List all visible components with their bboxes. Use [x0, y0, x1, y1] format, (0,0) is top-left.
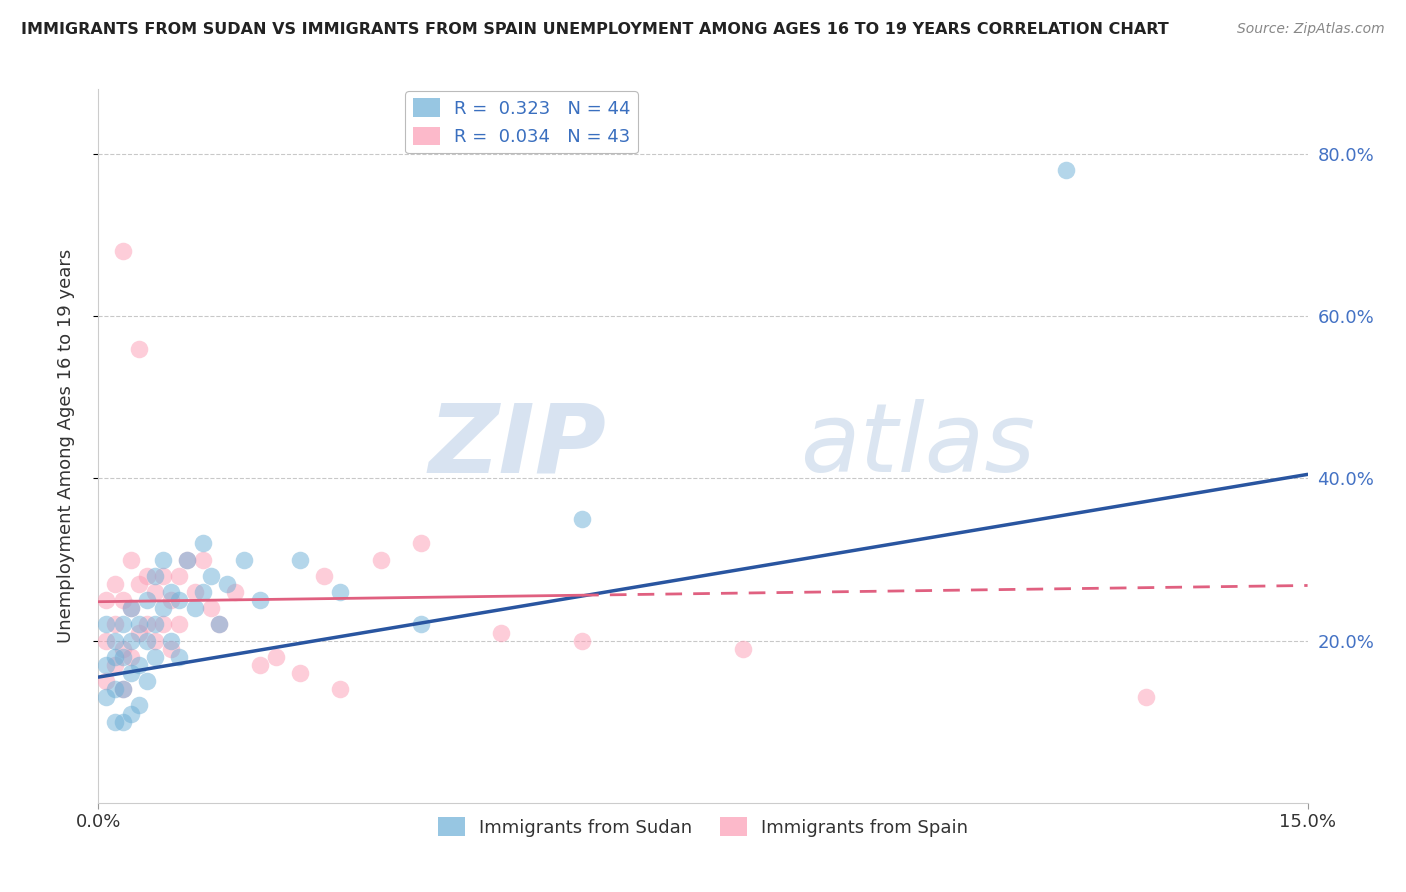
Point [208, 617, 231, 632]
Point [135, 633, 157, 648]
Point [232, 552, 254, 566]
Point [143, 585, 166, 599]
Point [152, 601, 174, 615]
Point [152, 552, 174, 566]
Point [160, 633, 183, 648]
Point [111, 682, 134, 697]
Point [1135, 690, 1157, 705]
Point [111, 244, 134, 259]
Point [96, 633, 118, 648]
Point [143, 633, 166, 648]
Point [193, 552, 215, 566]
Point [135, 674, 157, 689]
Point [103, 714, 125, 729]
Point [249, 593, 271, 607]
Point [329, 682, 352, 697]
Point [128, 657, 150, 672]
Point [103, 682, 125, 697]
Text: IMMIGRANTS FROM SUDAN VS IMMIGRANTS FROM SPAIN UNEMPLOYMENT AMONG AGES 16 TO 19 : IMMIGRANTS FROM SUDAN VS IMMIGRANTS FROM… [21, 22, 1168, 37]
Point [329, 585, 352, 599]
Point [370, 552, 392, 566]
Point [96, 690, 118, 705]
Point [135, 593, 157, 607]
Point [288, 666, 311, 681]
Point [208, 617, 231, 632]
Point [249, 657, 271, 672]
Point [167, 593, 190, 607]
Point [135, 568, 157, 582]
Point [184, 601, 207, 615]
Point [193, 585, 215, 599]
Point [200, 568, 222, 582]
Point [176, 552, 198, 566]
Point [160, 585, 183, 599]
Point [1054, 163, 1077, 178]
Point [128, 342, 150, 356]
Point [184, 585, 207, 599]
Point [111, 649, 134, 664]
Point [167, 568, 190, 582]
Text: ZIP: ZIP [429, 400, 606, 492]
Point [120, 601, 142, 615]
Point [167, 649, 190, 664]
Point [128, 698, 150, 713]
Legend: Immigrants from Sudan, Immigrants from Spain: Immigrants from Sudan, Immigrants from S… [430, 810, 976, 844]
Point [143, 568, 166, 582]
Point [152, 617, 174, 632]
Point [103, 649, 125, 664]
Point [288, 552, 311, 566]
Point [491, 625, 513, 640]
Point [733, 641, 755, 656]
Point [217, 577, 239, 591]
Point [409, 536, 432, 550]
Point [224, 585, 246, 599]
Point [111, 593, 134, 607]
Point [264, 649, 287, 664]
Point [409, 617, 432, 632]
Point [120, 666, 142, 681]
Point [96, 674, 118, 689]
Point [314, 568, 336, 582]
Point [152, 568, 174, 582]
Point [128, 625, 150, 640]
Point [143, 649, 166, 664]
Point [120, 633, 142, 648]
Point [167, 617, 190, 632]
Y-axis label: Unemployment Among Ages 16 to 19 years: Unemployment Among Ages 16 to 19 years [56, 249, 75, 643]
Point [193, 536, 215, 550]
Point [111, 617, 134, 632]
Point [160, 593, 183, 607]
Point [111, 682, 134, 697]
Point [120, 649, 142, 664]
Point [128, 617, 150, 632]
Point [96, 657, 118, 672]
Point [103, 657, 125, 672]
Point [103, 633, 125, 648]
Point [120, 601, 142, 615]
Point [120, 706, 142, 721]
Point [120, 552, 142, 566]
Point [96, 617, 118, 632]
Point [111, 641, 134, 656]
Point [143, 617, 166, 632]
Point [103, 577, 125, 591]
Text: Source: ZipAtlas.com: Source: ZipAtlas.com [1237, 22, 1385, 37]
Point [96, 593, 118, 607]
Text: atlas: atlas [800, 400, 1035, 492]
Point [128, 577, 150, 591]
Point [571, 512, 593, 526]
Point [111, 714, 134, 729]
Point [103, 617, 125, 632]
Point [160, 641, 183, 656]
Point [571, 633, 593, 648]
Point [200, 601, 222, 615]
Point [176, 552, 198, 566]
Point [135, 617, 157, 632]
